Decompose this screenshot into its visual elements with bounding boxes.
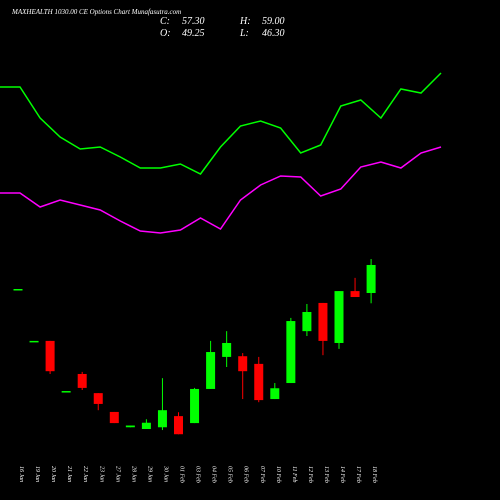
x-tick-label: 29 Jan xyxy=(146,466,152,482)
x-tick-label: 16 Jan xyxy=(18,466,24,482)
x-tick-label: 06 Feb xyxy=(243,466,249,483)
candle-body xyxy=(125,425,135,428)
candle-body xyxy=(61,391,71,393)
x-tick-label: 22 Jan xyxy=(82,466,88,482)
candle-body xyxy=(366,264,376,294)
candle-body xyxy=(318,302,328,341)
summary-value: 57.30 xyxy=(182,16,205,27)
summary-label: H: xyxy=(239,16,251,27)
candle-body xyxy=(29,340,39,343)
indicator-line xyxy=(0,146,442,234)
x-tick-label: 20 Jan xyxy=(50,466,56,482)
summary-label: C: xyxy=(160,16,170,27)
candle-body xyxy=(141,422,151,430)
candle-body xyxy=(77,373,87,388)
x-tick-label: 27 Jan xyxy=(114,466,120,482)
candle-body xyxy=(93,393,103,404)
x-tick-label: 19 Jan xyxy=(34,466,40,482)
x-tick-label: 28 Jan xyxy=(130,466,136,482)
candle-body xyxy=(190,388,200,424)
x-tick-label: 18 Feb xyxy=(371,466,377,483)
candle-body xyxy=(45,340,55,372)
candle-body xyxy=(222,342,232,357)
summary-label: O: xyxy=(160,28,171,39)
candle-body xyxy=(109,411,119,424)
x-tick-label: 07 Feb xyxy=(259,466,265,483)
x-tick-label: 14 Feb xyxy=(339,466,346,483)
candle-body xyxy=(13,289,23,291)
x-tick-label: 10 Feb xyxy=(275,466,281,483)
summary-value: 59.00 xyxy=(262,16,285,27)
x-tick-label: 04 Feb xyxy=(211,466,218,483)
summary-label: L: xyxy=(239,28,249,39)
candle-body xyxy=(238,356,248,372)
x-tick-label: 05 Feb xyxy=(227,466,233,483)
candle-body xyxy=(206,352,216,389)
x-tick-label: 03 Feb xyxy=(195,466,201,483)
summary-value: 49.25 xyxy=(182,28,205,39)
x-tick-label: 21 Jan xyxy=(66,466,72,482)
candle-body xyxy=(174,416,183,435)
candle-body xyxy=(254,363,264,401)
candle-body xyxy=(302,311,312,332)
candle-body xyxy=(270,388,280,400)
candle-body xyxy=(334,291,344,343)
x-tick-label: 13 Feb xyxy=(323,466,329,483)
x-tick-label: 01 Feb xyxy=(179,466,185,483)
x-tick-label: 17 Feb xyxy=(355,466,361,483)
x-tick-label: 12 Feb xyxy=(307,466,313,483)
candle-body xyxy=(286,321,296,384)
x-tick-label: 11 Feb xyxy=(291,466,297,482)
candle-body xyxy=(350,291,360,298)
x-tick-label: 23 Jan xyxy=(98,466,104,482)
x-tick-label: 30 Jan xyxy=(162,465,168,482)
chart-title: MAXHEALTH 1030.00 CE Options Chart Munaf… xyxy=(11,8,181,16)
indicator-line xyxy=(0,72,442,175)
summary-value: 46.30 xyxy=(262,28,285,39)
candle-body xyxy=(157,410,167,428)
